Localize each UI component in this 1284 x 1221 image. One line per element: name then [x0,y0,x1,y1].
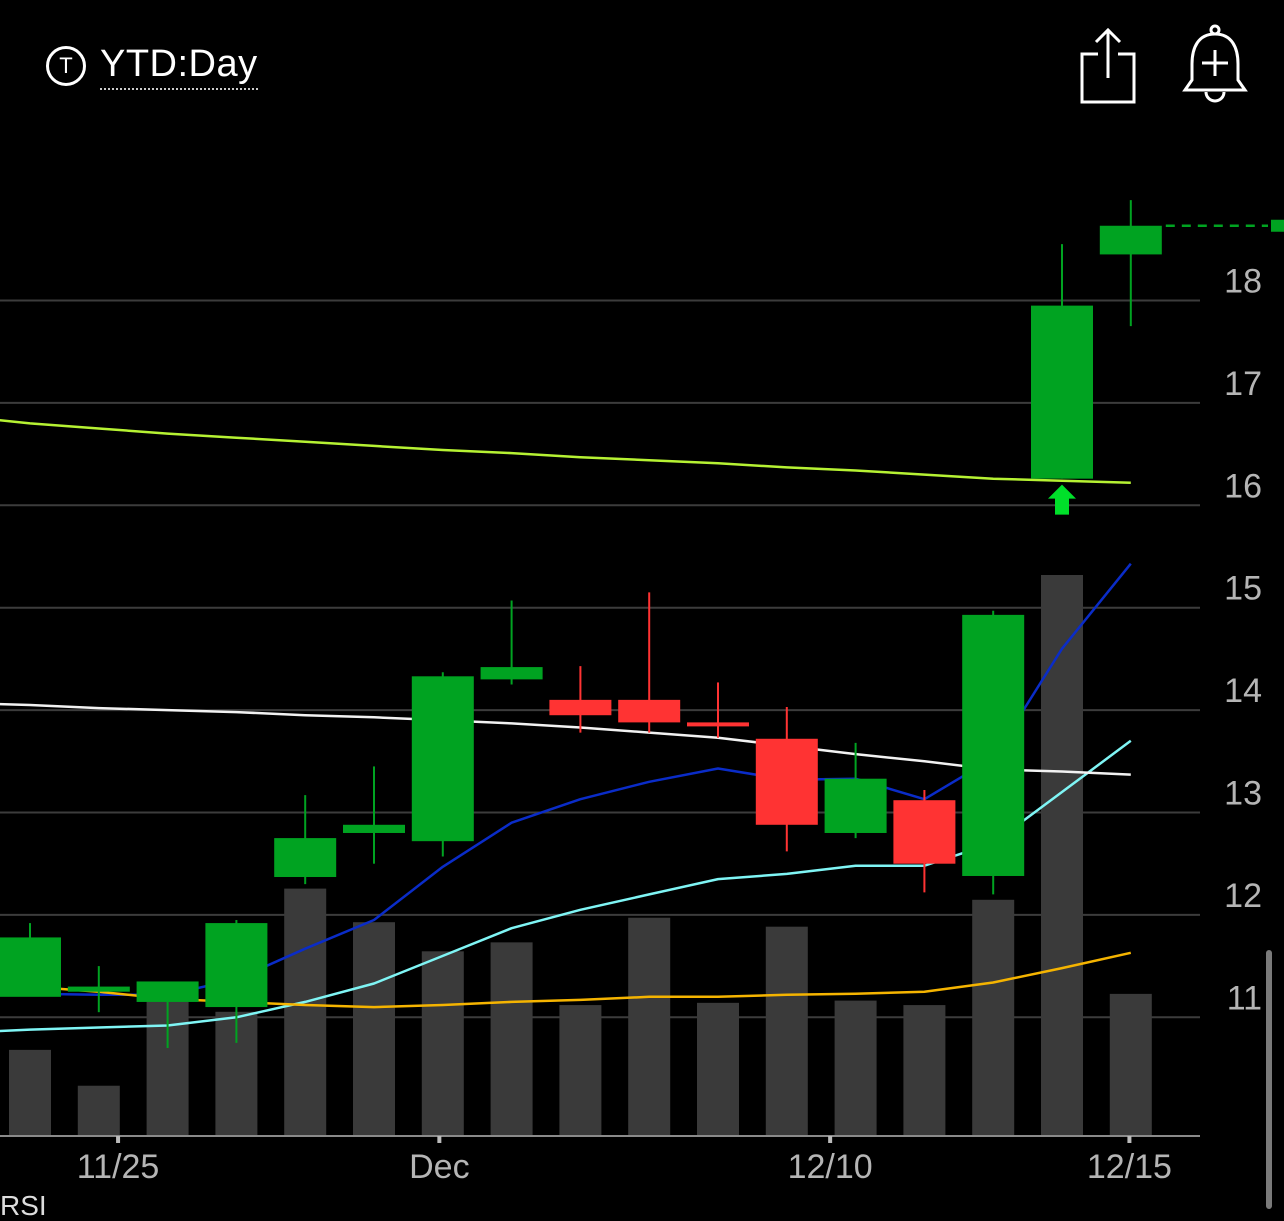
candle-body [67,986,130,992]
candle[interactable] [411,672,474,857]
x-tick-label: 11/25 [77,1148,160,1186]
candle[interactable] [1099,200,1162,327]
candle-body [618,699,681,723]
chart-header: T YTD:Day [0,0,1284,130]
x-tick-label: Dec [409,1148,469,1186]
volume-bar [77,1085,120,1135]
candles[interactable] [0,200,1162,1049]
candle[interactable] [205,920,268,1043]
candle-body [893,800,956,864]
candle[interactable] [0,923,61,997]
candle-body [343,824,405,833]
x-tick-label: 12/15 [1087,1148,1172,1186]
candle[interactable] [687,682,749,738]
candle-body [274,838,337,878]
y-tick-label: 11 [1227,979,1262,1017]
candle-body [205,923,268,1008]
moving-average-line [0,419,1131,485]
volume-bar [1041,575,1083,1135]
candle[interactable] [343,766,405,864]
x-tick-label: 12/10 [788,1148,873,1186]
volume-bar [490,942,533,1135]
volume-bar [903,1005,946,1135]
candle-body [549,699,612,716]
buy-signal-arrow-icon [1048,484,1076,515]
volume-bar [834,1000,877,1135]
candle-body [687,722,749,727]
candle[interactable] [136,981,199,1049]
candle-body [1099,225,1162,255]
candle-body [962,614,1025,876]
candle[interactable] [1031,244,1093,479]
candle[interactable] [893,789,956,893]
volume-bar [421,951,464,1135]
y-tick-label: 15 [1224,570,1262,608]
volume-bar [765,926,808,1135]
candle[interactable] [755,707,818,852]
candle-body [0,937,61,997]
share-icon[interactable] [1076,26,1140,106]
last-price-marker [1271,219,1284,232]
chart-scrollbar[interactable] [1266,950,1272,1209]
moving-average-line [0,562,1132,997]
bell-plus-icon[interactable] [1180,24,1250,106]
volume-bar [1109,993,1152,1135]
candle[interactable] [549,666,612,733]
volume-bar [9,1049,51,1135]
moving-averages [0,419,1132,1033]
timeframe-label: YTD:Day [100,43,258,90]
timeframe-selector[interactable]: T YTD:Day [46,38,258,94]
moving-average-line [0,702,1131,776]
candle-body [824,778,887,833]
candle-body [411,676,474,842]
rsi-indicator-label: RSI [0,1190,47,1221]
y-tick-label: 17 [1224,365,1262,403]
y-tick-label: 14 [1224,672,1262,710]
volume-bar [559,1005,602,1135]
y-tick-label: 13 [1224,775,1262,813]
candle-body [755,738,818,825]
candle[interactable] [618,592,681,733]
y-tick-label: 16 [1224,467,1262,505]
candle-body [480,667,543,680]
candle[interactable] [962,610,1025,895]
candle[interactable] [67,966,130,1013]
candle-body [136,981,199,1002]
candle[interactable] [824,742,887,839]
candle-body [1031,305,1093,479]
chart-overlay [1048,219,1284,515]
volume-bar [697,1002,739,1135]
y-tick-label: 18 [1224,263,1262,301]
candle[interactable] [274,795,337,885]
axes: 18 17 16 15 14 13 12 11 11/25 Dec 12/10 12/15 [0,263,1262,1186]
volume-bar [284,888,327,1135]
volume-bars [9,575,1152,1135]
timeframe-icon: T [46,46,86,86]
volume-bar [628,917,671,1135]
volume-bar [972,899,1015,1135]
y-tick-label: 12 [1224,877,1262,915]
volume-bar [353,922,395,1135]
candle[interactable] [480,600,543,685]
